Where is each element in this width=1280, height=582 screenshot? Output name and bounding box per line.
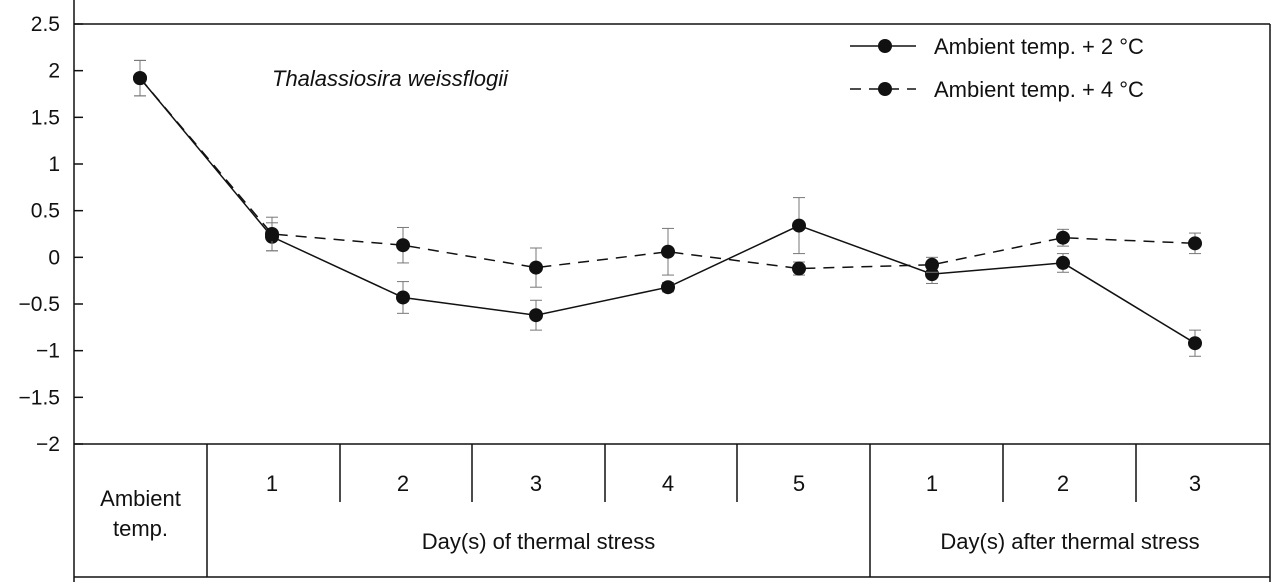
group-label: Day(s) after thermal stress	[940, 529, 1199, 554]
legend-label: Ambient temp. + 2 °C	[934, 34, 1144, 59]
data-point	[396, 290, 410, 305]
category-label: 2	[1057, 471, 1069, 496]
y-axis: 2.5 2 1.5 1 0.5 0 −0.5 −1 −1.5 −2	[19, 0, 1271, 582]
species-annotation: Thalassiosira weissflogii	[272, 66, 509, 91]
legend-marker	[878, 39, 892, 53]
legend-marker	[878, 82, 892, 96]
data-point	[1188, 236, 1202, 251]
category-label: 1	[266, 471, 278, 496]
group-label-line: temp.	[113, 516, 168, 541]
data-point	[792, 218, 806, 233]
data-point	[133, 71, 147, 86]
category-label: 5	[793, 471, 805, 496]
data-point	[925, 257, 939, 272]
series-line	[139, 77, 1196, 270]
data-point	[661, 244, 675, 259]
group-label-line: Ambient	[100, 486, 181, 511]
y-tick-label: −2	[36, 433, 60, 456]
y-tick-label: 0.5	[31, 200, 60, 223]
group-label: Day(s) of thermal stress	[422, 529, 656, 554]
data-point	[265, 227, 279, 241]
y-tick-label: −0.5	[19, 293, 60, 316]
y-tick-label: 2	[48, 60, 60, 83]
y-tick-label: −1	[36, 340, 60, 363]
group-label: Ambient temp.	[100, 486, 181, 541]
y-tick-label: −1.5	[19, 386, 60, 409]
data-point	[1056, 230, 1070, 245]
y-tick-label: 2.5	[31, 13, 60, 36]
category-label: 2	[397, 471, 409, 496]
data-point	[529, 260, 543, 275]
y-tick-label: 0	[48, 246, 60, 269]
series-2	[133, 59, 1202, 288]
data-point	[661, 280, 675, 295]
category-label: 3	[1189, 471, 1201, 496]
category-label: 3	[530, 471, 542, 496]
data-point	[529, 308, 543, 323]
legend: Ambient temp. + 2 °C Ambient temp. + 4 °C	[850, 34, 1144, 102]
y-tick-label: 1.5	[31, 106, 60, 129]
category-label: 1	[926, 471, 938, 496]
category-label: 4	[662, 471, 674, 496]
data-point	[1188, 336, 1202, 351]
data-point	[792, 261, 806, 276]
y-tick-label: 1	[48, 153, 60, 176]
data-point	[1056, 255, 1070, 270]
data-point	[396, 238, 410, 253]
plot-series	[133, 59, 1202, 357]
category-table: 1 2 3 4 5 1 2 3 Ambient temp. Day(s) of thermal st…	[74, 443, 1270, 578]
legend-label: Ambient temp. + 4 °C	[934, 77, 1144, 102]
